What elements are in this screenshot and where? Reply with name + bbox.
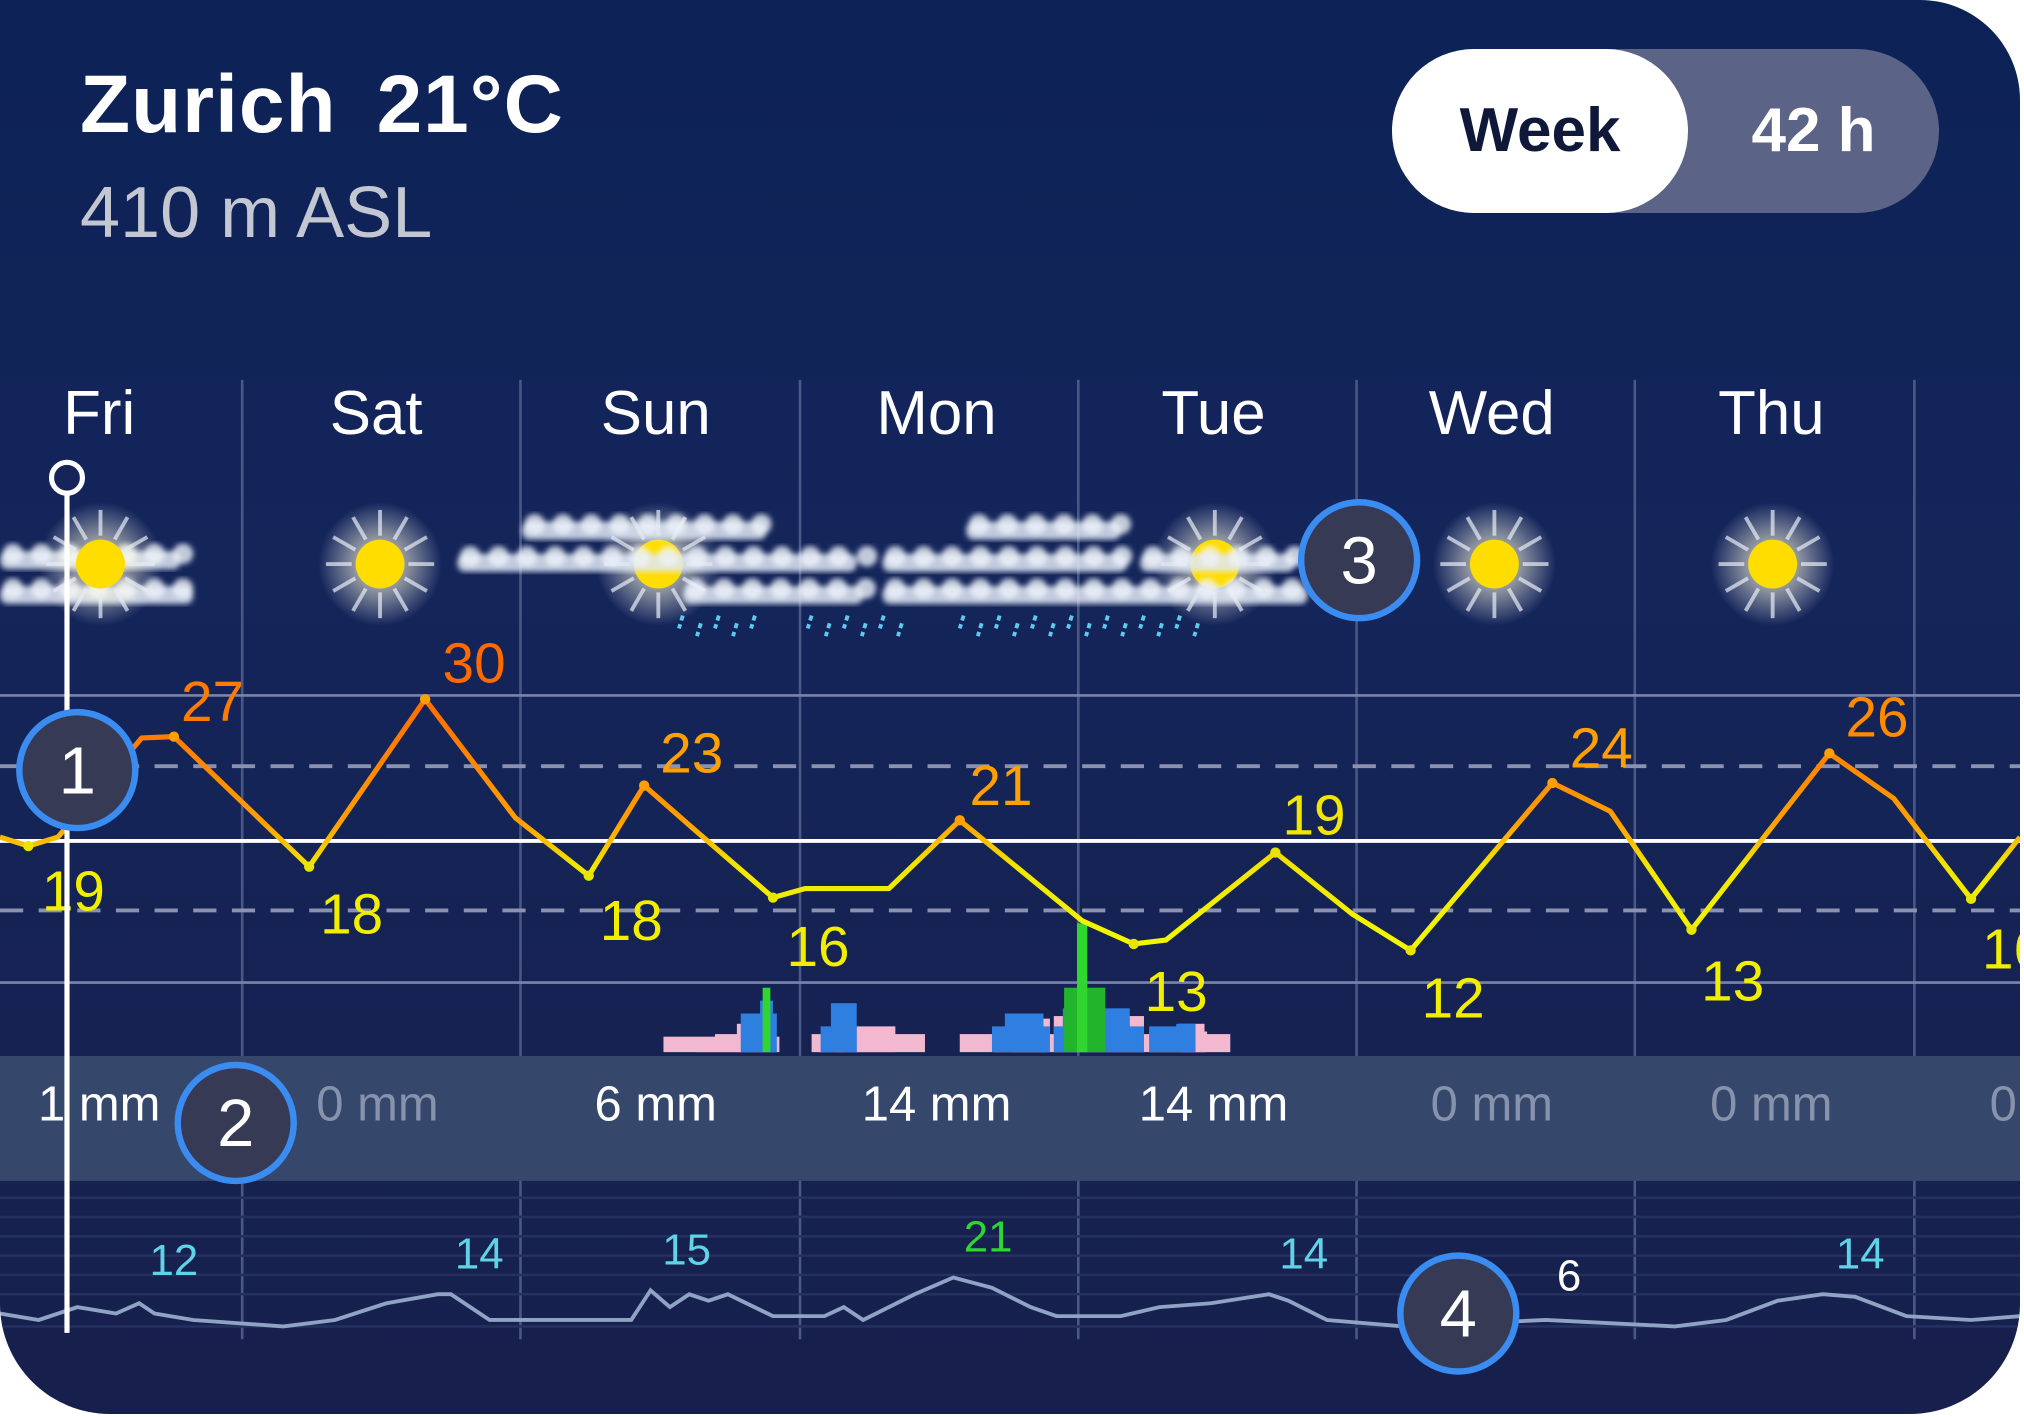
temp-point — [1405, 945, 1416, 956]
wind-label: 21 — [964, 1213, 1013, 1262]
min-temp-label: 18 — [600, 890, 663, 953]
temperature-gridlines — [0, 694, 2020, 984]
annotation-number: 2 — [217, 1086, 254, 1161]
min-temp-label: 16 — [1982, 918, 2020, 981]
temp-point — [583, 870, 594, 881]
wind-curve — [0, 1275, 2020, 1329]
annotation-number: 4 — [1440, 1277, 1477, 1352]
day-label-sat[interactable]: Sat — [330, 379, 423, 448]
precipitation-bars — [663, 923, 1231, 1053]
temp-point — [1686, 924, 1697, 935]
precip-bar — [1176, 1023, 1196, 1053]
location-title: Zurich 21°C — [80, 58, 604, 152]
max-temp-label: 24 — [1570, 718, 1633, 781]
temp-point — [767, 892, 779, 903]
sun-icon — [1432, 502, 1557, 626]
day-label-sun[interactable]: Sun — [601, 379, 711, 448]
max-temp-label: 21 — [969, 755, 1032, 818]
cloud-icon — [682, 578, 877, 604]
precip-label: 0 mm — [1710, 1077, 1832, 1131]
min-temp-label: 13 — [1145, 961, 1208, 1024]
precip-label: 0 — [1990, 1077, 2017, 1131]
temp-point — [1547, 777, 1558, 789]
temp-point — [1270, 847, 1281, 858]
sun-icon — [38, 502, 163, 626]
temp-point — [1965, 893, 1977, 905]
max-temp-label: 19 — [1283, 785, 1346, 848]
precip-bar — [762, 987, 771, 1053]
precip-bar — [830, 1003, 857, 1053]
temp-point — [1128, 938, 1139, 950]
min-temp-label: 16 — [787, 916, 850, 979]
current-time-marker[interactable] — [48, 459, 86, 1333]
precip-bar — [695, 1041, 715, 1053]
precip-label: 14 mm — [1139, 1077, 1289, 1131]
wind-label: 12 — [150, 1236, 199, 1285]
annotation-marker-2: 2 — [174, 1061, 297, 1185]
wind-label: 6 — [1557, 1251, 1581, 1300]
annotation-marker-3: 3 — [1297, 499, 1421, 622]
city-name: Zurich — [80, 59, 337, 150]
toggle-42h[interactable]: 42 h — [1751, 96, 1876, 165]
annotation-number: 3 — [1340, 523, 1377, 598]
temperature-curve — [0, 696, 2020, 953]
temp-point — [23, 840, 34, 852]
precip-bar — [714, 1034, 741, 1053]
precip-label: 14 mm — [862, 1077, 1012, 1131]
min-temp-label: 13 — [1701, 951, 1764, 1014]
annotation-number: 1 — [59, 733, 96, 808]
precipitation-band — [0, 1055, 2020, 1181]
min-temp-label: 12 — [1422, 967, 1485, 1030]
wind-label: 15 — [662, 1226, 711, 1275]
rain-icon — [805, 615, 904, 637]
wind-label: 14 — [1836, 1229, 1885, 1278]
precip-bar — [1004, 1013, 1044, 1053]
day-label-tue[interactable]: Tue — [1161, 379, 1265, 448]
temp-point — [954, 815, 965, 826]
max-temp-label: 30 — [443, 633, 506, 696]
min-temp-label: 19 — [42, 860, 105, 923]
max-temp-label: 27 — [181, 671, 244, 734]
precip-bar — [1076, 923, 1088, 1053]
toggle-week[interactable]: Week — [1392, 49, 1688, 213]
precip-label: 1 mm — [38, 1077, 160, 1131]
cloud-icon — [882, 546, 1133, 572]
precip-label: 6 mm — [595, 1077, 717, 1131]
sun-icon — [318, 502, 442, 626]
temp-point — [419, 694, 431, 705]
sun-icon — [1710, 502, 1835, 626]
day-label-wed[interactable]: Wed — [1429, 379, 1555, 448]
day-label-fri[interactable]: Fri — [63, 379, 135, 448]
rain-icon — [677, 615, 757, 637]
wind-gridlines — [0, 1196, 2020, 1328]
temp-point — [168, 731, 180, 742]
cloud-icon — [521, 513, 772, 540]
annotation-marker-1: 1 — [16, 708, 139, 832]
temp-point — [304, 861, 315, 872]
max-temp-label: 26 — [1845, 687, 1908, 750]
max-temp-label: 23 — [660, 723, 723, 786]
temp-point — [638, 780, 650, 791]
annotation-marker-4: 4 — [1397, 1252, 1520, 1375]
min-temp-label: 18 — [320, 884, 383, 947]
rain-icon — [957, 615, 1200, 637]
wind-label: 14 — [1279, 1229, 1328, 1278]
precip-label: 0 mm — [1431, 1077, 1553, 1131]
cloud-icon — [966, 513, 1132, 540]
temp-point — [1824, 748, 1835, 759]
day-label-mon[interactable]: Mon — [876, 379, 996, 448]
weather-icons-row — [0, 502, 1835, 637]
elevation: 410 m ASL — [80, 173, 433, 253]
precip-label: 0 mm — [316, 1077, 438, 1131]
wind-label: 14 — [455, 1229, 504, 1278]
current-temperature: 21°C — [376, 59, 564, 150]
cloud-icon — [457, 546, 878, 572]
range-toggle[interactable]: Week 42 h — [1392, 49, 1939, 213]
day-label-thu[interactable]: Thu — [1718, 379, 1825, 448]
cloud-icon — [882, 578, 1308, 604]
